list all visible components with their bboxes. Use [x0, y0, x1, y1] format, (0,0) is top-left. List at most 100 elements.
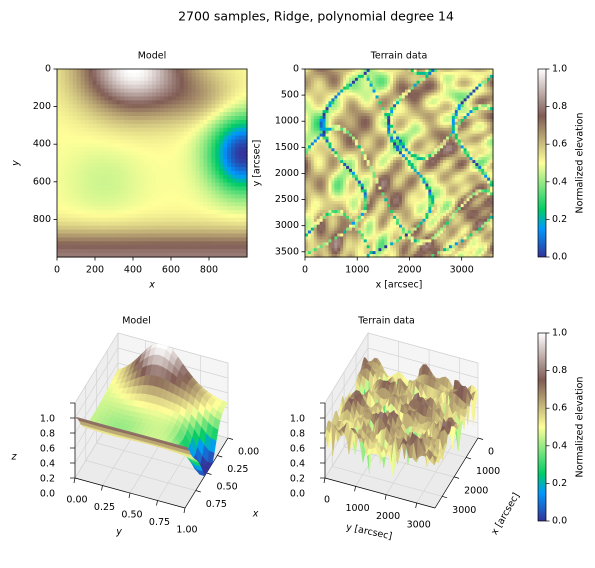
pixel: [401, 227, 406, 232]
pixel: [60, 202, 66, 207]
pixel: [393, 121, 397, 126]
pixel: [360, 71, 365, 76]
pixel: [175, 217, 181, 223]
pixel: [328, 227, 333, 232]
pixel: [100, 139, 106, 145]
pixel: [328, 183, 333, 188]
pixel: [60, 178, 66, 184]
pixel: [310, 230, 315, 235]
pixel: [363, 227, 368, 232]
pixel: [313, 145, 318, 149]
pixel: [96, 249, 102, 254]
pixel: [60, 190, 66, 195]
pixel: [239, 155, 244, 160]
pixel: [124, 100, 129, 105]
pixel: [305, 121, 309, 126]
pixel: [349, 83, 353, 88]
pixel: [319, 189, 324, 193]
pixel: [407, 121, 412, 126]
pixel: [310, 98, 315, 102]
pixel: [239, 241, 244, 246]
pixel: [96, 127, 102, 133]
pixel: [354, 127, 359, 132]
pixel: [369, 142, 374, 146]
pixel: [112, 123, 117, 129]
pixel: [239, 225, 244, 231]
pixel: [346, 77, 350, 82]
pixel: [64, 123, 70, 129]
pixel: [366, 251, 371, 255]
pixel: [410, 77, 415, 82]
pixel: [124, 225, 129, 231]
pixel: [325, 142, 330, 146]
pixel: [331, 248, 335, 252]
pixel: [396, 157, 400, 161]
pixel: [239, 104, 244, 109]
pixel: [381, 210, 385, 214]
pixel: [243, 123, 248, 129]
pixel: [390, 242, 394, 246]
pixel: [369, 198, 374, 202]
pixel: [203, 76, 209, 82]
pixel: [381, 154, 385, 158]
pixel: [363, 236, 368, 240]
pixel: [128, 253, 133, 258]
pixel: [305, 136, 309, 141]
pixel: [80, 217, 86, 223]
pixel: [128, 119, 133, 125]
pixel: [140, 229, 145, 235]
pixel: [124, 237, 129, 242]
pixel: [140, 139, 145, 145]
pixel: [64, 225, 70, 231]
pixel: [322, 116, 327, 120]
pixel: [120, 186, 125, 192]
pixel: [325, 174, 330, 179]
pixel: [112, 178, 117, 184]
pixel: [340, 116, 344, 120]
pixel: [163, 245, 169, 250]
pixel: [100, 233, 106, 239]
pixel: [334, 221, 338, 226]
pixel: [372, 127, 377, 132]
pixel: [152, 139, 157, 145]
pixel: [243, 143, 248, 148]
pixel: [354, 204, 359, 208]
pixel: [76, 76, 82, 82]
pixel: [404, 142, 409, 146]
pixel: [231, 217, 236, 223]
pixel: [346, 104, 350, 108]
pixel: [68, 190, 74, 195]
pixel: [307, 212, 312, 217]
pixel: [393, 163, 397, 167]
pixel: [227, 233, 232, 239]
pixel: [152, 88, 157, 94]
pixel: [337, 151, 341, 155]
pixel: [381, 95, 385, 99]
pixel: [100, 72, 106, 78]
pixel: [179, 139, 185, 145]
pixel: [132, 100, 137, 105]
pixel: [235, 80, 240, 86]
pixel: [369, 113, 374, 117]
axes-frame: [56, 68, 248, 258]
pixel: [92, 139, 98, 145]
pixel: [375, 221, 380, 226]
pixel: [352, 218, 356, 223]
pixel: [88, 131, 94, 137]
pixel: [419, 86, 424, 91]
pixel: [337, 139, 341, 144]
pixel: [346, 251, 350, 255]
pixel: [369, 212, 374, 217]
pixel: [419, 101, 424, 105]
pixel: [349, 124, 353, 129]
pixel: [124, 217, 129, 223]
pixel: [343, 145, 347, 149]
pixel: [425, 121, 429, 126]
pixel: [72, 88, 78, 94]
pixel: [203, 139, 209, 145]
pixel: [57, 190, 62, 195]
pixel: [346, 86, 350, 91]
pixel: [343, 86, 347, 91]
pixel: [96, 123, 102, 129]
pixel: [80, 112, 86, 117]
